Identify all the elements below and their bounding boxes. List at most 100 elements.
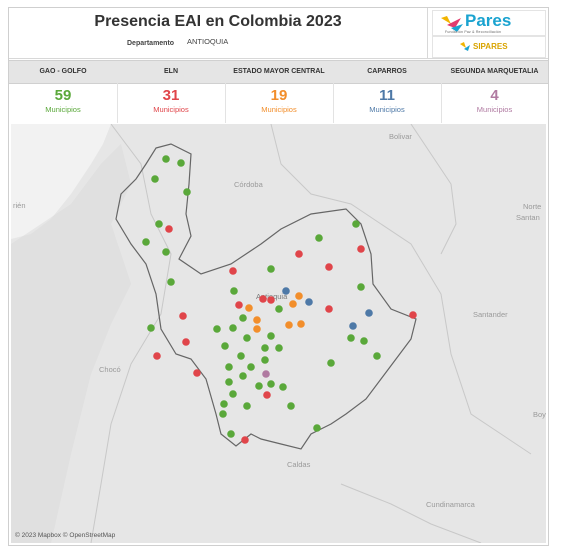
group-header-row: GAO - GOLFO ELN ESTADO MAYOR CENTRAL CAP… [9,60,548,84]
pares-logo[interactable]: Pares Fundación Paz & Reconciliación [432,10,546,36]
kpi-golfo-count: 59 [54,87,72,104]
municipality-marker[interactable] [239,314,247,322]
municipality-marker[interactable] [295,250,303,258]
municipality-marker[interactable] [261,356,269,364]
municipality-marker[interactable] [167,278,175,286]
municipality-marker[interactable] [259,295,267,303]
municipality-marker[interactable] [285,321,293,329]
map-label-darien: rién [13,201,26,210]
department-filter-value[interactable]: ANTIOQUIA [187,37,229,46]
group-header-caparros[interactable]: CAPARROS [367,68,407,75]
municipality-marker[interactable] [315,234,323,242]
municipality-marker[interactable] [213,325,221,333]
municipality-marker[interactable] [182,338,190,346]
municipality-marker[interactable] [193,369,201,377]
pares-logo-text: Pares [465,11,512,30]
map-view[interactable]: Bolivar Córdoba Norte Santan rién Antioq… [11,124,546,543]
municipality-marker[interactable] [151,175,159,183]
municipality-marker[interactable] [275,305,283,313]
municipality-marker[interactable] [225,378,233,386]
municipality-marker[interactable] [360,337,368,345]
municipality-marker[interactable] [147,324,155,332]
kpi-caparros[interactable]: 11 Municipios [333,83,442,123]
municipality-marker[interactable] [352,220,360,228]
map-label-cundinamarca: Cundinamarca [426,500,476,509]
municipality-marker[interactable] [179,312,187,320]
municipality-marker[interactable] [409,311,417,319]
map-canvas[interactable]: Bolivar Córdoba Norte Santan rién Antioq… [11,124,546,543]
municipality-marker[interactable] [263,391,271,399]
kpi-emc-unit: Municipios [261,105,297,114]
antioquia-boundary[interactable] [115,143,417,450]
group-header-marquetalia[interactable]: SEGUNDA MARQUETALIA [450,68,539,75]
municipality-marker[interactable] [267,332,275,340]
municipality-marker[interactable] [220,400,228,408]
municipality-marker[interactable] [289,300,297,308]
map-attribution[interactable]: © 2023 Mapbox © OpenStreetMap [15,531,116,539]
municipality-marker[interactable] [162,248,170,256]
municipality-marker[interactable] [243,402,251,410]
municipality-marker[interactable] [313,424,321,432]
municipality-marker[interactable] [267,380,275,388]
municipality-marker[interactable] [165,225,173,233]
municipality-marker[interactable] [177,159,185,167]
municipality-marker[interactable] [162,155,170,163]
sipares-logo[interactable]: SIPARES [432,36,546,58]
municipality-marker[interactable] [153,352,161,360]
municipality-marker[interactable] [373,352,381,360]
municipality-marker[interactable] [255,382,263,390]
municipality-marker[interactable] [325,263,333,271]
municipality-marker[interactable] [347,334,355,342]
municipality-marker[interactable] [239,372,247,380]
municipality-marker[interactable] [229,267,237,275]
municipality-marker[interactable] [225,363,233,371]
municipality-marker[interactable] [349,322,357,330]
municipality-marker[interactable] [253,316,261,324]
kpi-marquetalia[interactable]: 4 Municipios [441,83,548,123]
municipality-marker[interactable] [221,342,229,350]
municipality-marker[interactable] [267,265,275,273]
municipality-marker[interactable] [142,238,150,246]
municipality-marker[interactable] [357,245,365,253]
municipality-marker[interactable] [282,287,290,295]
municipality-marker[interactable] [279,383,287,391]
municipality-marker[interactable] [262,370,270,378]
group-header-emc[interactable]: ESTADO MAYOR CENTRAL [233,68,325,75]
group-header-eln[interactable]: ELN [164,68,178,75]
municipality-marker[interactable] [155,220,163,228]
page-title: Presencia EAI en Colombia 2023 [94,13,342,30]
municipality-marker[interactable] [327,359,335,367]
municipality-marker[interactable] [295,292,303,300]
municipality-markers [142,155,417,444]
municipality-marker[interactable] [267,296,275,304]
municipality-marker[interactable] [229,324,237,332]
municipality-marker[interactable] [245,304,253,312]
kpi-eln[interactable]: 31 Municipios [117,83,226,123]
dashboard-frame: Presencia EAI en Colombia 2023 Departame… [8,7,549,546]
municipality-marker[interactable] [247,363,255,371]
municipality-marker[interactable] [261,344,269,352]
municipality-marker[interactable] [235,301,243,309]
department-filter-label: Departamento [127,40,175,47]
municipality-marker[interactable] [229,390,237,398]
municipality-marker[interactable] [275,344,283,352]
municipality-marker[interactable] [305,298,313,306]
map-label-santander: Santander [473,310,508,319]
municipality-marker[interactable] [365,309,373,317]
kpi-golfo[interactable]: 59 Municipios [9,83,118,123]
municipality-marker[interactable] [297,320,305,328]
municipality-marker[interactable] [241,436,249,444]
municipality-marker[interactable] [237,352,245,360]
municipality-marker[interactable] [227,430,235,438]
municipality-marker[interactable] [219,410,227,418]
municipality-marker[interactable] [183,188,191,196]
kpi-emc[interactable]: 19 Municipios [225,83,334,123]
municipality-marker[interactable] [253,325,261,333]
municipality-marker[interactable] [325,305,333,313]
group-header-golfo[interactable]: GAO - GOLFO [39,68,87,75]
map-label-boyaca: Boy [533,410,546,419]
municipality-marker[interactable] [287,402,295,410]
municipality-marker[interactable] [357,283,365,291]
municipality-marker[interactable] [243,334,251,342]
municipality-marker[interactable] [230,287,238,295]
